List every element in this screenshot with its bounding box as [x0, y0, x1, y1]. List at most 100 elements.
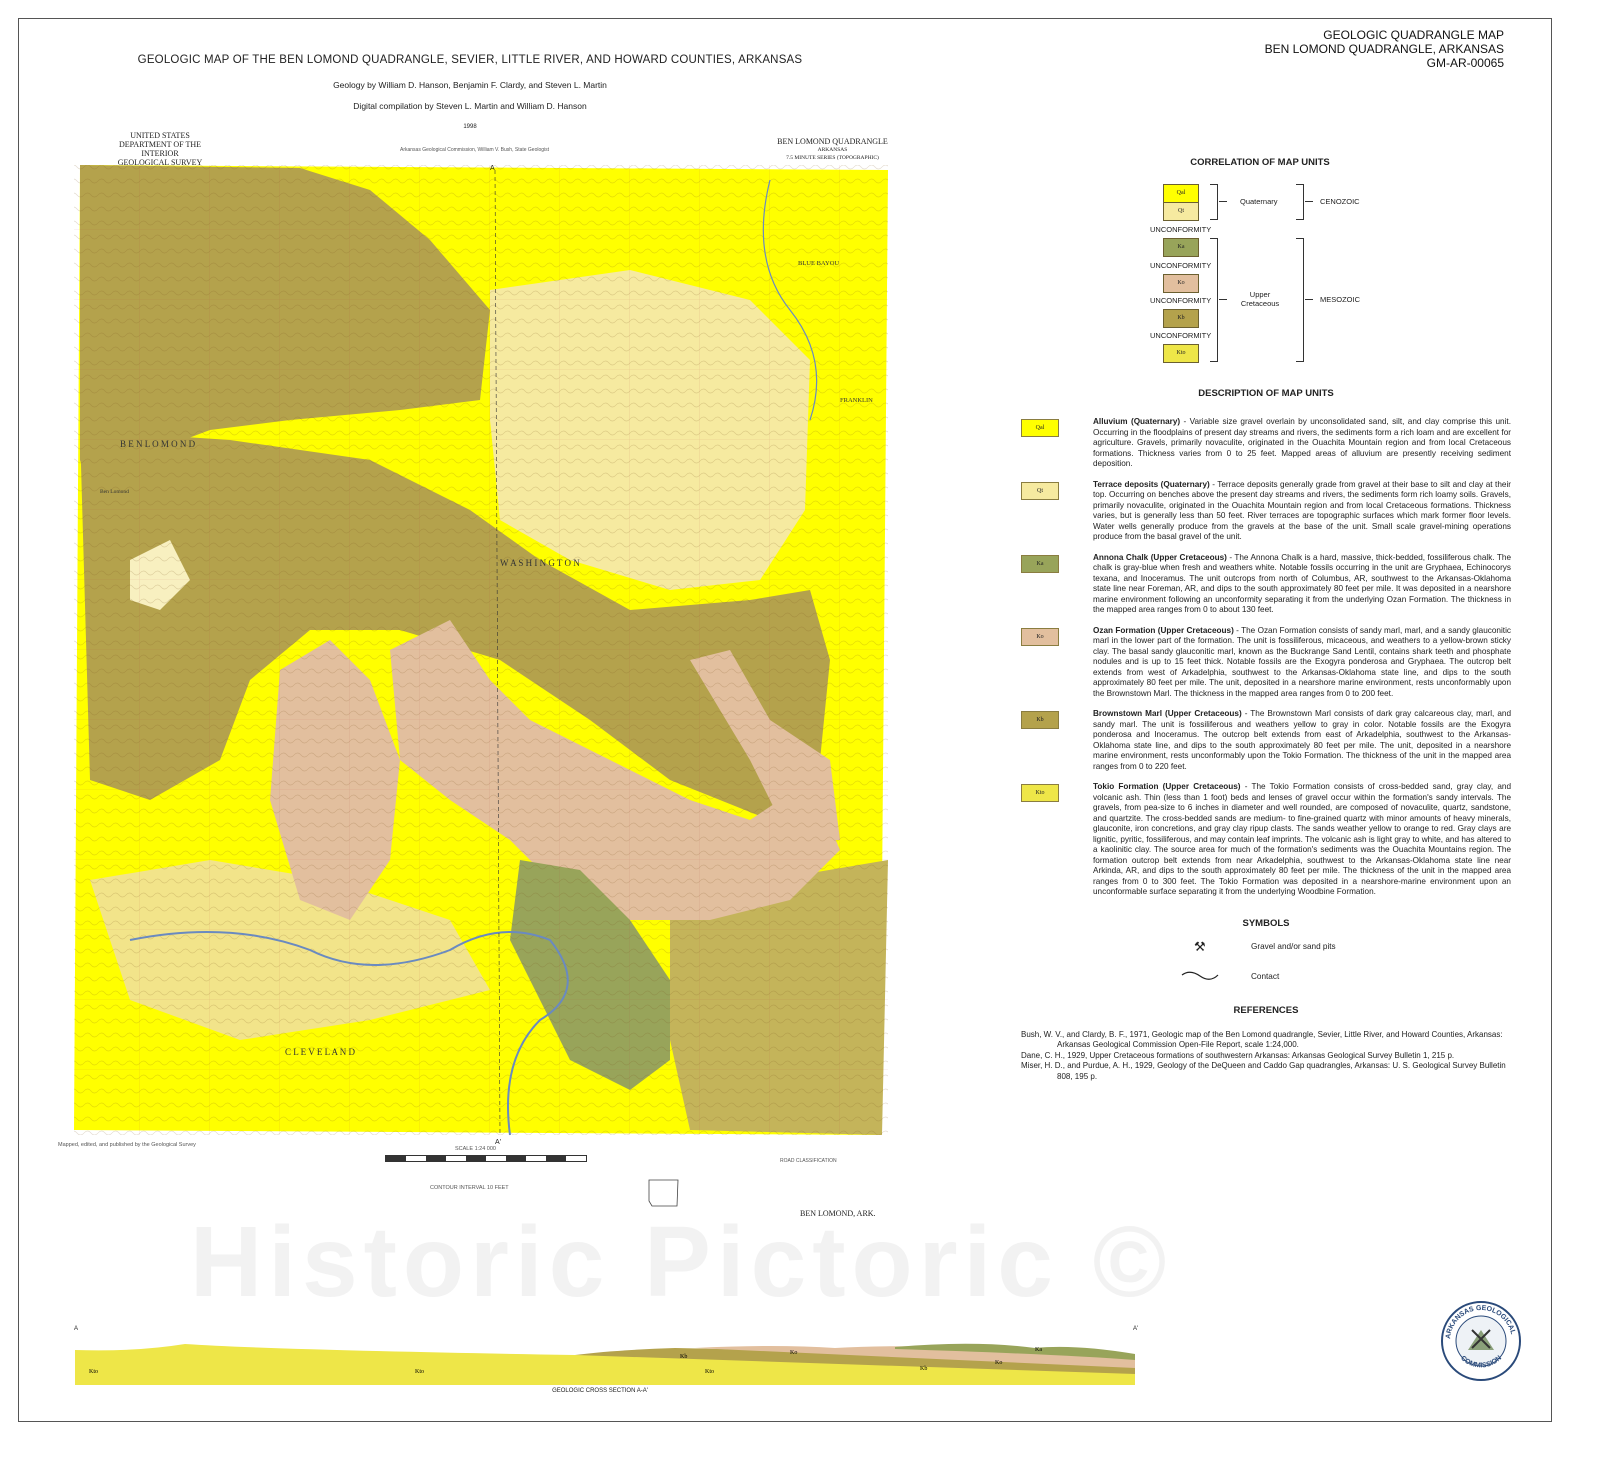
reference-item: Miser, H. D., and Purdue, A. H., 1929, G…: [1021, 1061, 1506, 1081]
series-label: GEOLOGIC QUADRANGLE MAP: [1323, 28, 1504, 42]
corr-unit-ka: Ka: [1163, 238, 1199, 257]
commission-line: Arkansas Geological Commission, William …: [400, 147, 550, 153]
place-label: W A S H I N G T O N: [500, 558, 580, 568]
header-right: GEOLOGIC QUADRANGLE MAP BEN LOMOND QUADR…: [1265, 28, 1504, 70]
unconformity-label: UNCONFORMITY: [1150, 296, 1212, 305]
unit-name: Brownstown Marl (Upper Cretaceous): [1093, 709, 1242, 718]
place-label: C L E V E L A N D: [285, 1047, 356, 1057]
bottom-name: BEN LOMOND, ARK.: [800, 1209, 876, 1218]
unit-text: - The Tokio Formation consists of cross-…: [1093, 782, 1511, 896]
bracket-tick: [1305, 299, 1313, 300]
compilation-credit: Digital compilation by Steven L. Martin …: [353, 101, 587, 111]
year: 1998: [463, 124, 477, 130]
reference-item: Dane, C. H., 1929, Upper Cretaceous form…: [1021, 1050, 1455, 1060]
quad-block: BEN LOMOND QUADRANGLE ARKANSAS 7.5 MINUT…: [770, 138, 895, 162]
symbol-label: Contact: [1251, 971, 1280, 981]
unit-description-kb: Brownstown Marl (Upper Cretaceous) - The…: [1093, 709, 1511, 772]
watermark: Historic Pictoric ©: [190, 1206, 1173, 1318]
place-label: Ben Lomond: [100, 489, 129, 495]
reference-item: Bush, W. V., and Clardy, B. F., 1971, Ge…: [1021, 1029, 1503, 1050]
unit-swatch-qt: Qt: [1021, 481, 1059, 500]
unit-swatch-qal: Qal: [1021, 419, 1059, 437]
unit-row-kb: Kb Brownstown Marl (Upper Cretaceous) - …: [1021, 709, 1511, 772]
agency-line: UNITED STATES: [130, 131, 190, 140]
unit-row-ko: Ko Ozan Formation (Upper Cretaceous) - T…: [1021, 626, 1511, 700]
right-column: DESCRIPTION OF MAP UNITS Qal Alluvium (Q…: [1021, 388, 1511, 1082]
crossed-hammers-icon: ⚒: [1194, 938, 1206, 954]
scale-label: SCALE 1:24 000: [455, 1146, 496, 1152]
agency-block: UNITED STATES DEPARTMENT OF THE INTERIOR…: [100, 131, 220, 167]
section-mark-a-prime: A': [495, 1139, 501, 1145]
corr-unit-qt: Qt: [1163, 202, 1199, 221]
section-unit-label: Kto: [415, 1369, 424, 1375]
section-kto: [75, 1344, 1135, 1385]
unit-row-kto: Kto Tokio Formation (Upper Cretaceous) -…: [1021, 782, 1511, 898]
section-unit-label: Kb: [920, 1366, 927, 1372]
unit-swatch-kb: Kb: [1021, 711, 1059, 729]
unit-text: - The Brownstown Marl consists of dark g…: [1093, 709, 1511, 771]
geologic-map[interactable]: B E N L O M O N D W A S H I N G T O N C …: [70, 160, 900, 1145]
unit-row-qt: Qt Terrace deposits (Quaternary) - Terra…: [1021, 480, 1511, 543]
unconformity-label: UNCONFORMITY: [1150, 331, 1212, 340]
upper-cretaceous-label: Upper Cretaceous: [1240, 290, 1280, 308]
place-label: FRANKLIN: [840, 397, 873, 404]
unit-swatch-kto: Kto: [1021, 784, 1059, 802]
corr-unit-kb: Kb: [1163, 309, 1199, 328]
commission-seal: ARKANSAS GEOLOGICAL COMMISSION: [1441, 1301, 1521, 1381]
unit-name: Ozan Formation (Upper Cretaceous): [1093, 625, 1234, 635]
section-unit-label: Ko: [790, 1350, 797, 1356]
credit-line: Mapped, edited, and published by the Geo…: [58, 1142, 196, 1148]
unit-name: Terrace deposits (Quaternary): [1093, 479, 1210, 489]
corr-unit-kto: Kto: [1163, 344, 1199, 363]
symbol-row: Contact: [1021, 969, 1511, 999]
quaternary-label: Quaternary: [1240, 197, 1278, 206]
unit-name: Tokio Formation (Upper Cretaceous): [1093, 782, 1241, 791]
scale-bar: [385, 1155, 587, 1162]
map-id: GM-AR-00065: [1426, 56, 1504, 70]
corr-unit-ko: Ko: [1163, 274, 1199, 293]
quad-line: BEN LOMOND QUADRANGLE: [777, 137, 888, 146]
unit-text: - The Ozan Formation consists of sandy m…: [1093, 625, 1511, 698]
unit-name: Annona Chalk (Upper Cretaceous): [1093, 552, 1227, 562]
bracket-tick: [1305, 201, 1313, 202]
cenozoic-label: CENOZOIC: [1320, 197, 1360, 206]
bracket: [1210, 238, 1218, 362]
section-unit-label: Ko: [995, 1360, 1002, 1366]
bracket: [1296, 238, 1304, 362]
unit-name: Alluvium (Quaternary): [1093, 417, 1181, 426]
unit-description-ko: Ozan Formation (Upper Cretaceous) - The …: [1093, 626, 1511, 700]
section-mark-a: A: [490, 165, 495, 172]
unit-row-qal: Qal Alluvium (Quaternary) - Variable siz…: [1021, 417, 1511, 470]
unit-text: - Terrace deposits generally grade from …: [1093, 479, 1511, 542]
unit-description-qal: Alluvium (Quaternary) - Variable size gr…: [1093, 417, 1511, 470]
unit-text: - Variable size gravel overlain by uncon…: [1093, 417, 1511, 468]
road-classification: ROAD CLASSIFICATION: [780, 1158, 837, 1164]
unconformity-label: UNCONFORMITY: [1150, 261, 1212, 270]
unit-description-qt: Terrace deposits (Quaternary) - Terrace …: [1093, 480, 1511, 543]
section-end-label: A': [1133, 1326, 1139, 1332]
symbols-heading: SYMBOLS: [1242, 917, 1290, 929]
contour-interval: CONTOUR INTERVAL 10 FEET: [430, 1185, 509, 1191]
place-label: B E N L O M O N D: [120, 439, 196, 449]
bracket: [1296, 184, 1304, 220]
correlation-heading: CORRELATION OF MAP UNITS: [1190, 157, 1330, 168]
arkansas-location-map: [648, 1179, 679, 1207]
quad-line: ARKANSAS: [817, 147, 848, 153]
section-ka: [895, 1343, 1135, 1360]
quad-line: 7.5 MINUTE SERIES (TOPOGRAPHIC): [786, 155, 879, 161]
symbol-label: Gravel and/or sand pits: [1251, 941, 1336, 951]
cross-section-title: GEOLOGIC CROSS SECTION A-A': [552, 1388, 648, 1394]
references-heading: REFERENCES: [1233, 1004, 1299, 1016]
unit-swatch-ko: Ko: [1021, 627, 1059, 646]
quadrangle-label: BEN LOMOND QUADRANGLE, ARKANSAS: [1264, 42, 1504, 56]
unit-text: - The Annona Chalk is a hard, massive, t…: [1093, 552, 1512, 615]
unit-description-kto: Tokio Formation (Upper Cretaceous) - The…: [1093, 782, 1511, 898]
bracket: [1210, 184, 1218, 220]
little-river: [129, 931, 569, 1136]
section-unit-label: Kto: [89, 1369, 98, 1375]
bracket-tick: [1219, 201, 1227, 202]
map-title: GEOLOGIC MAP OF THE BEN LOMOND QUADRANGL…: [137, 54, 803, 66]
sheet-border: [18, 18, 1552, 1422]
geology-credit: Geology by William D. Hanson, Benjamin F…: [333, 80, 607, 90]
agency-line: GEOLOGICAL SURVEY: [117, 158, 203, 167]
